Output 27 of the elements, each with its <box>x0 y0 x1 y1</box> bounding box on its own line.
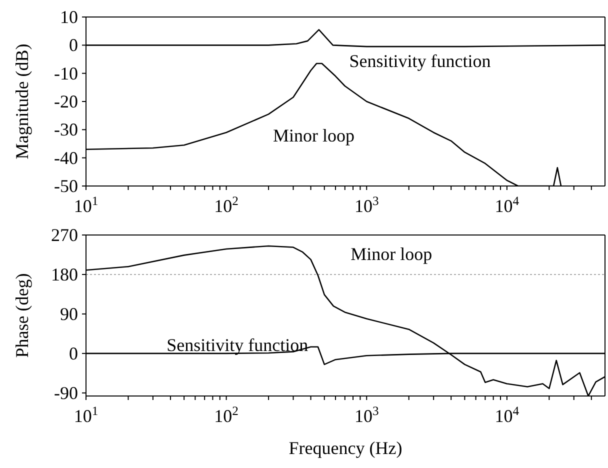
x-axis-title: Frequency (Hz) <box>288 438 402 458</box>
x-tick-label: 10$^{4}$ <box>494 404 520 426</box>
y-tick-label: 270 <box>51 225 78 245</box>
x-tick-label: 10$^{1}$ <box>74 404 98 426</box>
y-tick-label: 0 <box>69 343 78 364</box>
y-tick-label: -10 <box>54 63 78 84</box>
y-tick-label: -30 <box>54 120 78 140</box>
y-tick-label: 10 <box>60 7 78 27</box>
x-tick-label: 10$^{2}$ <box>214 404 238 426</box>
y-tick-label: -90 <box>54 382 78 403</box>
y-axis-title: Phase (deg) <box>12 273 32 358</box>
x-tick-label: 10$^{2}$ <box>214 194 238 216</box>
y-tick-label: 90 <box>60 304 78 324</box>
y-axis-title: Magnitude (dB) <box>12 44 32 160</box>
y-tick-label: -20 <box>54 92 78 112</box>
series-label: Sensitivity function <box>349 51 491 72</box>
y-tick-label: -50 <box>54 176 78 196</box>
series-label: Minor loop <box>273 126 355 146</box>
x-tick-label: 10$^{1}$ <box>74 194 98 216</box>
x-tick-label: 10$^{4}$ <box>494 194 520 216</box>
series-label: Minor loop <box>350 244 432 264</box>
y-tick-label: 180 <box>51 264 78 284</box>
series-label: Sensitivity function <box>166 335 308 356</box>
y-tick-label: -40 <box>54 148 78 168</box>
x-tick-label: 10$^{3}$ <box>354 404 379 426</box>
y-tick-label: 0 <box>69 35 78 56</box>
x-tick-label: 10$^{3}$ <box>354 194 379 216</box>
